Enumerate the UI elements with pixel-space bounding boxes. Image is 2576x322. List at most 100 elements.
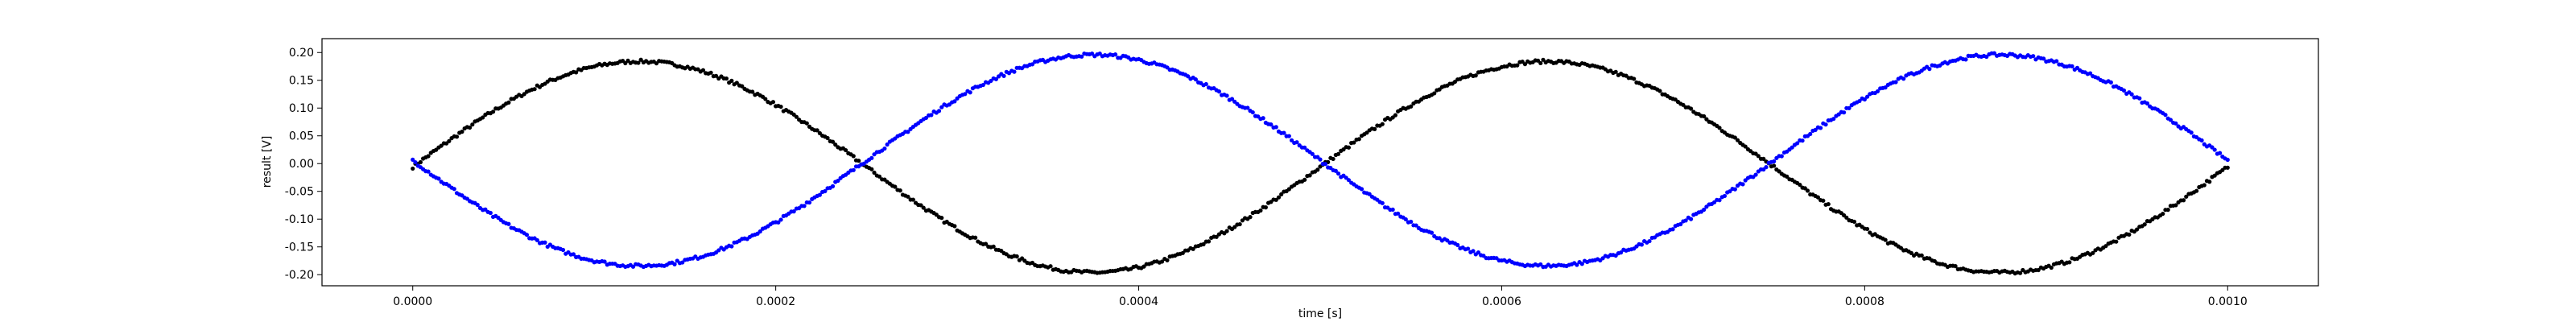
x-tick-label: 0.0006 [1482, 295, 1521, 308]
data-point [1315, 167, 1320, 172]
data-point [1396, 211, 1401, 216]
data-point [1323, 162, 1328, 167]
data-point [1048, 264, 1053, 269]
data-point [830, 139, 836, 144]
data-point [1216, 89, 1221, 94]
data-point [1875, 89, 1880, 94]
data-point [1356, 137, 1361, 142]
data-point [1352, 140, 1356, 145]
x-tick-label: 0.0008 [1845, 295, 1885, 308]
series-0 [411, 57, 2230, 276]
data-point [1883, 85, 1888, 90]
data-point [1258, 208, 1263, 213]
data-point [791, 209, 796, 214]
data-point [1302, 145, 1307, 150]
data-point [716, 248, 721, 253]
data-point [436, 176, 441, 181]
data-point [833, 142, 838, 147]
data-point [638, 57, 643, 62]
data-point [1735, 138, 1740, 142]
data-point [470, 122, 475, 127]
data-point [418, 159, 423, 165]
data-point [794, 114, 799, 119]
data-point [1286, 134, 1291, 138]
data-point [2114, 239, 2119, 244]
data-point [724, 76, 729, 81]
data-point [1761, 156, 1766, 161]
data-point [1864, 94, 1870, 99]
data-point [1409, 219, 1414, 225]
data-point [1113, 52, 1118, 57]
data-point [1367, 192, 1372, 196]
y-axis-ticks: 0.20 0.15 0.10 0.05 0.00 -0.05 -0.10 -0.15 -0.20 [285, 47, 322, 282]
data-point [1248, 215, 1253, 220]
data-point [939, 216, 944, 221]
data-point [1429, 230, 1435, 235]
data-point [713, 73, 719, 78]
data-point [2137, 96, 2142, 101]
data-point [802, 204, 807, 208]
data-point [1318, 157, 1323, 162]
x-tick-label: 0.0000 [393, 295, 432, 308]
data-point [1269, 122, 1274, 127]
data-point [460, 130, 464, 134]
data-point [1359, 187, 1364, 192]
data-point [1717, 126, 1722, 130]
data-point [524, 233, 530, 237]
data-point [1335, 151, 1341, 156]
data-point [1294, 140, 1299, 145]
data-point [1779, 154, 1784, 159]
data-point [1346, 145, 1352, 150]
data-point [936, 109, 942, 114]
data-point [2218, 151, 2223, 155]
data-point [817, 192, 822, 197]
data-point [1380, 122, 1385, 126]
data-point [1647, 238, 1652, 244]
data-point [844, 147, 848, 153]
data-point [2189, 130, 2194, 135]
data-point [980, 82, 985, 88]
data-point [1203, 81, 1208, 87]
data-point [1276, 195, 1282, 200]
data-point [1815, 195, 1820, 200]
data-point [1089, 52, 1095, 56]
y-tick-label: 0.05 [289, 130, 314, 143]
y-tick-label: 0.20 [289, 47, 314, 60]
y-tick-label: -0.05 [285, 186, 314, 199]
data-point [1688, 106, 1694, 111]
data-point [778, 104, 783, 109]
data-point [1538, 60, 1543, 66]
data-point [906, 194, 910, 199]
data-point [815, 128, 819, 133]
data-point [1743, 144, 1748, 149]
data-point [602, 259, 607, 264]
data-point [2168, 118, 2174, 122]
data-point [1159, 259, 1165, 264]
y-tick-label: -0.15 [285, 242, 314, 254]
data-point [1702, 207, 1707, 213]
data-point [804, 121, 809, 126]
data-point [1813, 127, 1818, 132]
data-point [1732, 187, 1737, 192]
data-point [560, 247, 566, 253]
data-point [1541, 57, 1546, 62]
data-point [885, 142, 890, 147]
data-point [869, 155, 874, 160]
data-point [991, 244, 996, 249]
data-point [2127, 232, 2132, 237]
data-point [543, 240, 547, 245]
data-point [2202, 183, 2207, 188]
data-point [1001, 73, 1006, 78]
data-point [1852, 219, 1857, 225]
data-point [411, 157, 415, 162]
data-point [2108, 80, 2113, 85]
data-point [1335, 171, 1341, 176]
data-point [1455, 242, 1460, 247]
x-axis-ticks: 0.0000 0.0002 0.0004 0.0006 0.0008 0.0010 [393, 286, 2248, 308]
data-point [506, 221, 511, 226]
data-point [1717, 198, 1722, 203]
data-point [1279, 192, 1284, 196]
data-point [1282, 130, 1286, 135]
data-point [1795, 141, 1800, 146]
